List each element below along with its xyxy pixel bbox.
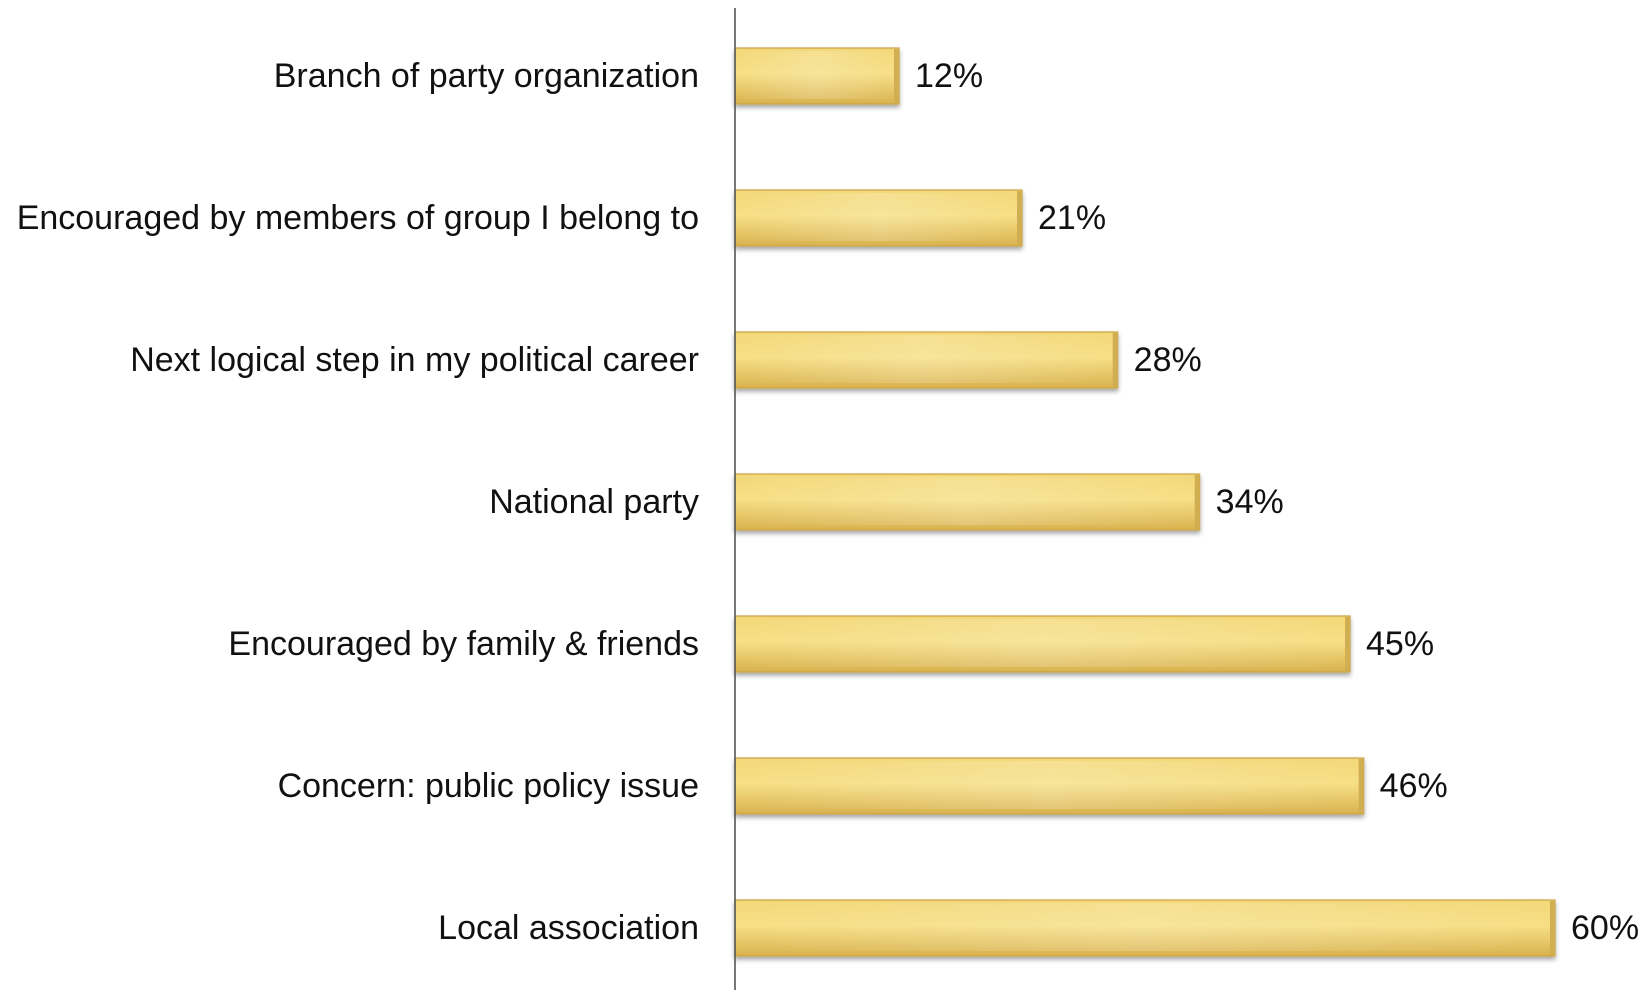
category-label: Encouraged by members of group I belong … xyxy=(17,199,699,237)
bar xyxy=(734,473,1201,531)
value-label: 45% xyxy=(1366,625,1434,663)
bar-end-cap xyxy=(1345,617,1350,671)
value-labels-group: 12% 21% 28% 34% 45% 46% 60% xyxy=(915,57,1639,947)
value-label: 34% xyxy=(1216,483,1284,521)
value-label: 21% xyxy=(1038,199,1106,237)
bar-end-cap xyxy=(1358,759,1364,813)
category-label: Encouraged by family & friends xyxy=(228,625,699,663)
bar-sheen xyxy=(737,193,1020,241)
bar-end-cap xyxy=(894,49,899,103)
bar-end-cap xyxy=(1550,901,1555,955)
bar-end-cap xyxy=(1017,191,1022,245)
category-label: Concern: public policy issue xyxy=(278,767,699,805)
bar xyxy=(734,189,1023,247)
bar xyxy=(734,47,900,105)
bar xyxy=(734,331,1119,389)
bars-group xyxy=(734,47,1556,957)
category-labels-group: Branch of party organization Encouraged b… xyxy=(17,57,699,947)
bar-end-cap xyxy=(1112,333,1118,387)
bar xyxy=(734,615,1351,673)
category-label: Local association xyxy=(438,909,699,947)
category-label: Branch of party organization xyxy=(274,57,699,95)
value-label: 46% xyxy=(1380,767,1448,805)
bar-sheen xyxy=(737,761,1362,809)
value-label: 12% xyxy=(915,57,983,95)
bar-sheen xyxy=(737,335,1116,383)
bar xyxy=(734,899,1556,957)
category-label: Next logical step in my political career xyxy=(130,341,699,379)
bar-end-cap xyxy=(1194,475,1200,529)
bar-sheen xyxy=(737,51,897,99)
category-label: National party xyxy=(489,483,699,521)
bar-sheen xyxy=(737,619,1348,667)
bar-sheen xyxy=(737,903,1553,951)
value-label: 28% xyxy=(1134,341,1202,379)
bar-sheen xyxy=(737,477,1198,525)
value-label: 60% xyxy=(1571,909,1639,947)
bar xyxy=(734,757,1365,815)
